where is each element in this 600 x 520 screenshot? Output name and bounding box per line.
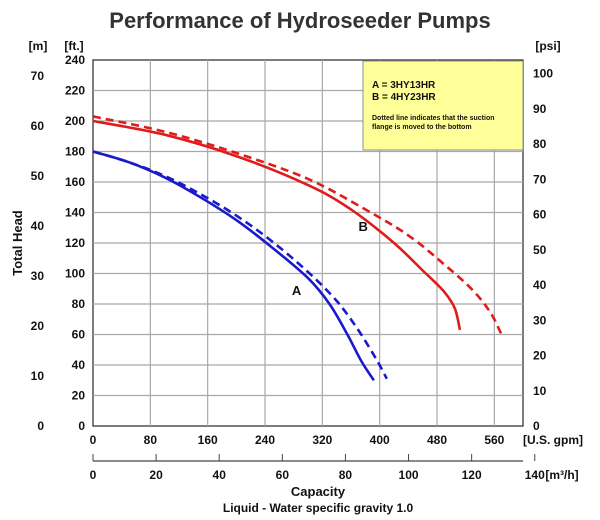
curve-labels: AB bbox=[292, 219, 368, 298]
y-ticks-m: 0 10 20 30 40 50 60 70 bbox=[31, 69, 45, 433]
x-tick-gpm-320: 320 bbox=[312, 433, 332, 447]
x-ticks-m3h: 0 20 40 60 80 100 120 140 bbox=[90, 454, 545, 482]
x-unit-m3h: [m³/h] bbox=[545, 468, 578, 482]
y-tick-psi-60: 60 bbox=[533, 208, 547, 222]
y-tick-m-10: 10 bbox=[31, 369, 45, 383]
y-tick-ft-120: 120 bbox=[65, 236, 85, 250]
legend-line-b: B = 4HY23HR bbox=[372, 92, 436, 103]
y-unit-psi: [psi] bbox=[535, 39, 560, 53]
y-tick-psi-10: 10 bbox=[533, 384, 547, 398]
chart-subtitle: Liquid - Water specific gravity 1.0 bbox=[223, 501, 414, 515]
y-tick-psi-50: 50 bbox=[533, 243, 547, 257]
y-tick-ft-160: 160 bbox=[65, 175, 85, 189]
y-tick-psi-90: 90 bbox=[533, 102, 547, 116]
x-tick-gpm-480: 480 bbox=[427, 433, 447, 447]
x-tick-m3h-120: 120 bbox=[462, 468, 482, 482]
y-tick-ft-140: 140 bbox=[65, 206, 85, 220]
chart-title: Performance of Hydroseeder Pumps bbox=[109, 8, 490, 33]
x-ticks-gpm: 0 80 160 240 320 400 480 560 bbox=[90, 433, 505, 447]
x-tick-m3h-40: 40 bbox=[213, 468, 227, 482]
y-tick-psi-100: 100 bbox=[533, 67, 553, 81]
y-unit-m: [m] bbox=[29, 39, 48, 53]
y-tick-m-30: 30 bbox=[31, 269, 45, 283]
y-tick-ft-200: 200 bbox=[65, 114, 85, 128]
legend-note-line-2: flange is moved to the bottom bbox=[372, 124, 472, 131]
x-tick-gpm-400: 400 bbox=[370, 433, 390, 447]
series-B-dashed bbox=[92, 115, 503, 336]
y-tick-psi-70: 70 bbox=[533, 172, 547, 186]
y-tick-m-0: 0 bbox=[37, 419, 44, 433]
y-tick-psi-80: 80 bbox=[533, 137, 547, 151]
x-tick-m3h-0: 0 bbox=[90, 468, 97, 482]
y-tick-ft-240: 240 bbox=[65, 53, 85, 67]
x-tick-m3h-140: 140 bbox=[525, 468, 545, 482]
y-tick-ft-100: 100 bbox=[65, 267, 85, 281]
x-tick-m3h-80: 80 bbox=[339, 468, 353, 482]
y-tick-ft-40: 40 bbox=[72, 358, 86, 372]
series-A-solid bbox=[92, 150, 375, 382]
y-tick-ft-0: 0 bbox=[78, 419, 85, 433]
y-ticks-psi: 0 10 20 30 40 50 60 70 80 90 100 bbox=[533, 67, 553, 433]
x-tick-m3h-100: 100 bbox=[399, 468, 419, 482]
x-tick-gpm-560: 560 bbox=[484, 433, 504, 447]
series-layer bbox=[92, 115, 503, 382]
y-tick-m-50: 50 bbox=[31, 169, 45, 183]
y-tick-psi-40: 40 bbox=[533, 278, 547, 292]
y-axis-title: Total Head bbox=[10, 210, 25, 276]
y-ticks-ft: 0 20 40 60 80 100 120 140 160 180 200 220 240 bbox=[65, 53, 85, 433]
y-tick-psi-20: 20 bbox=[533, 349, 547, 363]
legend: A = 3HY13HR B = 4HY23HR Dotted line indi… bbox=[362, 60, 524, 151]
curve-label-A: A bbox=[292, 283, 302, 298]
x-tick-m3h-20: 20 bbox=[149, 468, 163, 482]
curve-label-B: B bbox=[358, 219, 367, 234]
y-tick-ft-180: 180 bbox=[65, 145, 85, 159]
x-axis-title: Capacity bbox=[291, 484, 346, 499]
grid-lines bbox=[93, 60, 523, 426]
x-unit-gpm: [U.S. gpm] bbox=[523, 433, 583, 447]
y-unit-ft: [ft.] bbox=[64, 39, 83, 53]
y-tick-ft-220: 220 bbox=[65, 84, 85, 98]
legend-line-a: A = 3HY13HR bbox=[372, 80, 436, 91]
series-A-dashed bbox=[92, 150, 388, 380]
x-tick-gpm-80: 80 bbox=[144, 433, 158, 447]
y-tick-ft-20: 20 bbox=[72, 389, 86, 403]
y-tick-ft-60: 60 bbox=[72, 328, 86, 342]
y-tick-ft-80: 80 bbox=[72, 297, 86, 311]
y-tick-m-70: 70 bbox=[31, 69, 45, 83]
legend-box bbox=[362, 60, 524, 151]
y-tick-psi-30: 30 bbox=[533, 313, 547, 327]
y-tick-m-40: 40 bbox=[31, 219, 45, 233]
y-tick-m-20: 20 bbox=[31, 319, 45, 333]
y-tick-m-60: 60 bbox=[31, 119, 45, 133]
x-tick-gpm-0: 0 bbox=[90, 433, 97, 447]
legend-note-line-1: Dotted line indicates that the suction bbox=[372, 115, 495, 122]
x-tick-gpm-160: 160 bbox=[198, 433, 218, 447]
x-tick-gpm-240: 240 bbox=[255, 433, 275, 447]
y-tick-psi-0: 0 bbox=[533, 419, 540, 433]
series-B-solid bbox=[92, 119, 462, 331]
x-tick-m3h-60: 60 bbox=[276, 468, 290, 482]
